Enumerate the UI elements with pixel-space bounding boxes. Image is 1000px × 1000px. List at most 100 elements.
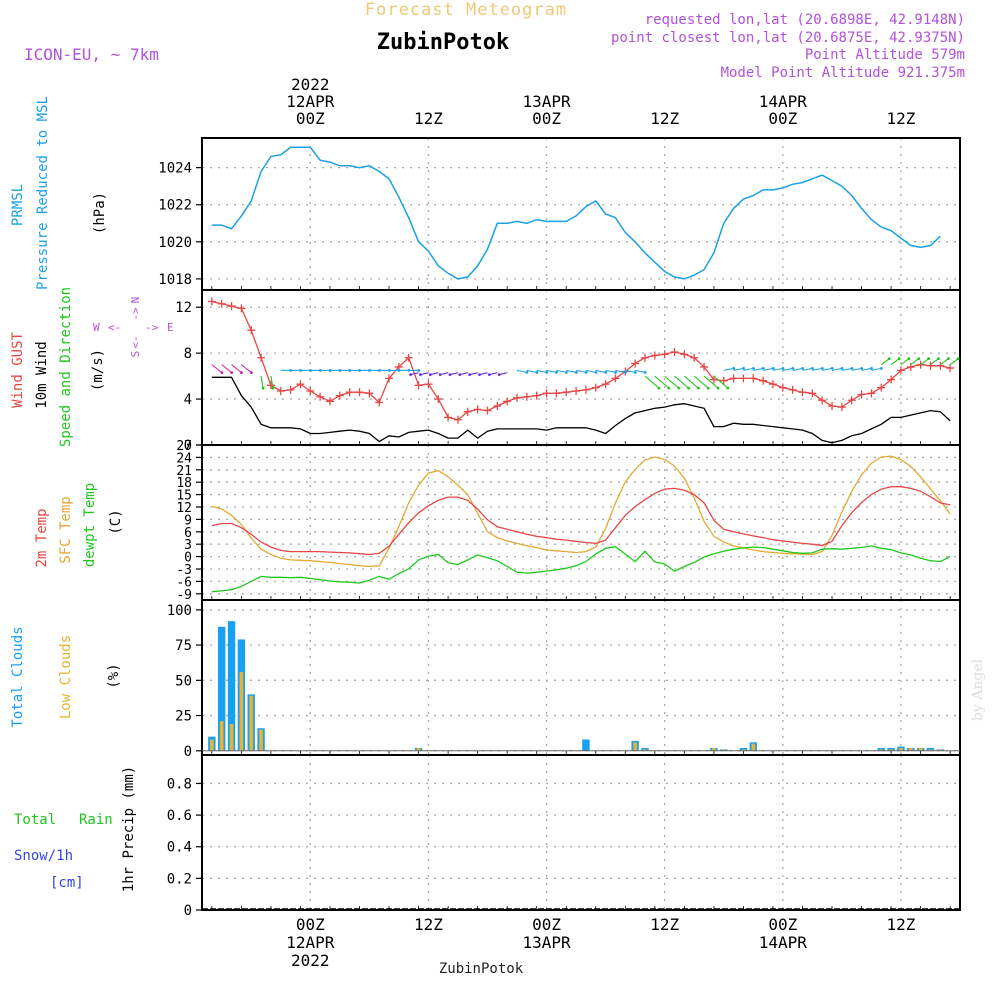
frame-temp (201, 444, 961, 601)
wind-direction-arrow (684, 375, 699, 389)
gust-marker (355, 388, 364, 397)
wind-direction-arrow (723, 367, 734, 371)
gust-marker (562, 388, 571, 397)
wind-direction-arrowhead (897, 357, 901, 361)
ytick-label-temp-8: 15 (176, 489, 192, 504)
low-cloud-bar (741, 749, 746, 751)
wind-direction-arrow (221, 364, 233, 374)
wind-direction-arrow (635, 369, 646, 373)
wind-direction-arrow (949, 358, 959, 366)
wind-direction-arrowhead (271, 386, 275, 390)
gust-marker (414, 381, 423, 390)
ytick-label-clouds-0: 0 (184, 744, 192, 760)
gust-marker (286, 385, 295, 394)
wind-direction-arrow (526, 369, 537, 373)
wind-direction-arrowhead (687, 386, 690, 390)
ytick-label-clouds-3: 75 (175, 638, 192, 654)
low-cloud-bar (879, 749, 884, 751)
wind-direction-arrowhead (732, 366, 736, 370)
gust-marker (788, 385, 797, 394)
clouds-panel: 0 25 50 75 100 (167, 599, 961, 760)
wind-direction-arrow (792, 367, 803, 371)
wind-direction-arrow (822, 367, 833, 371)
top-time-label: 12Z (650, 109, 679, 128)
compass-arrow-down: <- (129, 335, 142, 348)
wind-direction-arrow (516, 369, 528, 373)
gust-marker (522, 392, 531, 401)
wind-direction-arrowhead (801, 366, 805, 370)
ytick-label-temp-5: 6 (184, 526, 192, 541)
wind-direction-arrowhead (742, 366, 745, 370)
gust-marker (759, 376, 768, 385)
gust-marker (217, 299, 226, 308)
ytick-label-precip-1: 0.2 (167, 871, 192, 887)
wind-direction-arrow (743, 367, 754, 371)
gust-marker (316, 392, 325, 401)
ytick-label-wind-1: 4 (184, 392, 192, 408)
low-cloud-bar (721, 749, 726, 751)
gust-marker (296, 380, 305, 389)
gust-marker (828, 401, 837, 410)
total-cloud-bar (227, 621, 236, 751)
wind-direction-arrowhead (830, 366, 834, 370)
clouds-unit: (%) (106, 663, 122, 688)
wind-direction-arrowhead (584, 370, 588, 374)
wind-direction-arrowhead (887, 357, 891, 361)
gust-marker (227, 302, 236, 311)
ytick-label-temp-9: 18 (176, 476, 192, 491)
gust-marker (709, 375, 718, 384)
wind-direction-arrowhead (860, 366, 864, 370)
wind-direction-arrow (930, 358, 939, 366)
wind-direction-arrowhead (230, 371, 234, 375)
compass-arrow-left: <- (108, 321, 121, 334)
wind-direction-arrow (595, 369, 606, 373)
wind-direction-arrow (851, 367, 862, 371)
compass-arrow-right: -> (145, 321, 159, 334)
wind-direction-arrowhead (594, 370, 598, 374)
wind-direction-arrowhead (468, 373, 472, 377)
gust-marker (650, 351, 659, 360)
wind-direction-arrow (713, 375, 729, 389)
wind-gust-title: Wind GUST (10, 332, 26, 408)
snow-unit: [cm] (50, 875, 84, 891)
gust-marker (926, 361, 935, 370)
ytick-label-temp-6: 9 (184, 513, 192, 528)
wind-direction-arrowhead (937, 357, 940, 361)
gust-marker (453, 415, 462, 424)
ytick-label-precip-2: 0.4 (167, 840, 192, 856)
wind-direction-arrow (654, 375, 670, 389)
bottom-time-label: 12Z (886, 915, 915, 934)
wind-direction-arrowhead (574, 370, 578, 374)
bottom-time-label: 00Z (768, 915, 797, 934)
bottom-time-label: 12Z (414, 915, 443, 934)
bottom-time-label: 2022 (291, 951, 330, 970)
bottom-time-label: 12APR (286, 933, 335, 952)
gust-marker (936, 361, 945, 370)
top-time-label: 2022 (291, 75, 330, 94)
wind-direction-arrow (861, 367, 872, 371)
wind-direction-arrowhead (419, 373, 422, 377)
wind-direction-arrowhead (240, 371, 243, 375)
bottom-time-label: 14APR (759, 933, 808, 952)
wind-direction-arrowhead (487, 373, 491, 377)
credit-watermark: by Angel (970, 658, 986, 721)
wind-direction-arrowhead (880, 366, 883, 370)
gust-marker (867, 389, 876, 398)
ytick-label-clouds-2: 50 (175, 673, 192, 689)
top-time-label: 00Z (532, 109, 561, 128)
low-cloud-bar (643, 749, 647, 751)
gust-marker (237, 304, 246, 313)
wind-gust-line (211, 300, 951, 421)
wind-panel: 0 4 8 12 (175, 289, 961, 454)
point-altitude: Point Altitude 579m (805, 47, 965, 63)
ytick-label-pressure-1: 1020 (158, 235, 192, 251)
wind-direction-arrowhead (458, 373, 462, 377)
wind-direction-arrowhead (917, 357, 921, 361)
wind-direction-arrowhead (781, 366, 785, 370)
gust-marker (896, 366, 905, 375)
bottom-time-label: 13APR (522, 933, 571, 952)
low-cloud-bar (889, 749, 893, 751)
wind-direction-arrowhead (927, 357, 931, 361)
frame-wind (201, 289, 961, 446)
